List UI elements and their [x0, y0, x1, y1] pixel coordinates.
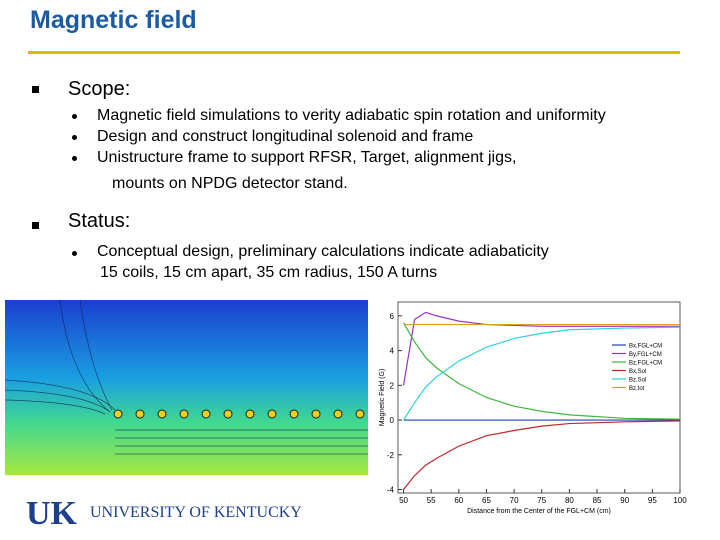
- x-tick-label: 100: [673, 496, 687, 505]
- legend-label: Bx,Sol: [629, 369, 646, 375]
- x-tick-label: 95: [648, 496, 657, 505]
- item: Design and construct longitudinal soleno…: [97, 128, 474, 145]
- bullet: [72, 156, 77, 161]
- legend-label: Bx,FGL+CM: [629, 344, 662, 350]
- x-tick-label: 85: [593, 496, 602, 505]
- bullet: [32, 86, 39, 93]
- y-tick-label: -2: [387, 451, 395, 460]
- title: Magnetic field: [30, 6, 197, 34]
- series-line: [403, 326, 681, 421]
- x-tick-label: 75: [537, 496, 546, 505]
- chart: -4 -2 0 2 4 6 50 55 60 65 70 75 80 85 90 95 100 Distance …: [379, 301, 687, 515]
- bullet: [72, 135, 77, 140]
- legend-label: Bz,Sol: [629, 378, 646, 384]
- bullet: [72, 251, 77, 256]
- item-continuation: mounts on NPDG detector stand.: [112, 175, 348, 192]
- x-tick-label: 80: [565, 496, 574, 505]
- y-tick-label: 4: [390, 347, 395, 356]
- x-axis-label: Distance from the Center of the FGL+CM (…: [467, 508, 611, 515]
- y-tick-label: 6: [390, 312, 395, 321]
- series-line: [403, 420, 681, 490]
- plot-frame: [397, 301, 681, 494]
- logo: UK UNIVERSITY OF KENTUCKY: [26, 495, 302, 532]
- item: Unistructure frame to support RFSR, Targ…: [97, 149, 517, 166]
- series-line: [403, 322, 681, 420]
- x-tick-label: 50: [399, 496, 408, 505]
- item-continuation: 15 coils, 15 cm apart, 35 cm radius, 150…: [100, 264, 438, 281]
- y-tick-label: -4: [387, 486, 395, 495]
- logo-mark: UK: [26, 495, 78, 532]
- item: Conceptual design, preliminary calculati…: [97, 243, 549, 260]
- x-tick-label: 90: [620, 496, 629, 505]
- chart-background: [368, 298, 688, 510]
- legend-label: Bz,tot: [629, 386, 645, 392]
- x-tick-label: 60: [454, 496, 463, 505]
- section-heading: Scope:: [68, 78, 131, 100]
- x-tick-label: 65: [482, 496, 491, 505]
- legend-label: Bz,FGL+CM: [629, 361, 662, 367]
- bullet: [32, 222, 39, 229]
- field-simulation-image: [4, 299, 368, 475]
- bullet: [72, 114, 77, 119]
- y-tick-label: 2: [390, 381, 395, 390]
- section-heading: Status:: [68, 210, 131, 232]
- y-tick-label: 0: [390, 416, 395, 425]
- x-tick-label: 55: [427, 496, 436, 505]
- title-rule: [28, 51, 680, 54]
- legend-label: By,FGL+CM: [629, 352, 662, 358]
- logo-name: UNIVERSITY OF KENTUCKY: [90, 504, 302, 521]
- y-axis-label: Magnetic Field (G): [379, 369, 386, 427]
- item: Magnetic field simulations to verity adi…: [97, 107, 606, 124]
- x-tick-label: 70: [510, 496, 519, 505]
